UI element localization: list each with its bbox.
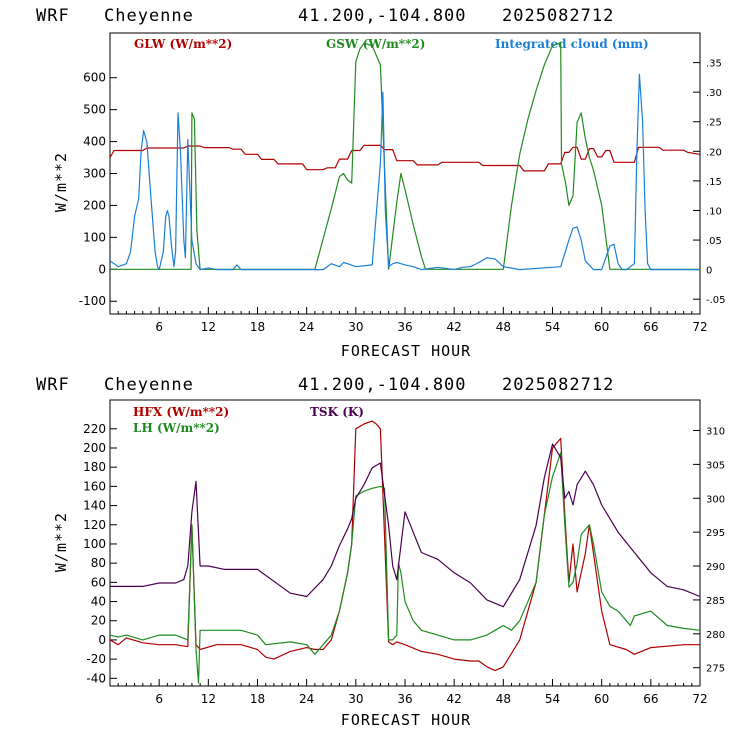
panel2-station: Cheyenne xyxy=(104,375,194,395)
panel2-x-tick-label: 36 xyxy=(397,692,412,706)
panel2-y-tick-label: 120 xyxy=(83,518,106,532)
panel1-station: Cheyenne xyxy=(104,6,194,26)
panel1-series-1-line xyxy=(109,144,701,172)
panel1-series-3-line xyxy=(109,73,700,271)
panel2-y-tick-label: 200 xyxy=(83,441,106,455)
panel2-y-tick-label: 220 xyxy=(83,422,106,436)
panel2-y2-tick-label: 295 xyxy=(706,528,725,539)
panel1-x-tick-label: 60 xyxy=(594,320,609,334)
panel1-model: WRF xyxy=(36,6,70,26)
panel2-x-tick-label: 30 xyxy=(348,692,363,706)
panel2-x-axis-title: FORECAST HOUR xyxy=(341,711,471,729)
panel2-y2-tick-label: 290 xyxy=(706,562,725,573)
panel2-legend-lh: LH (W/m**2) xyxy=(133,421,220,435)
panel2-y-tick-label: 180 xyxy=(83,460,106,474)
panel2-y-tick-label: 40 xyxy=(91,595,106,609)
panel1-y2-tick-label: .05 xyxy=(706,236,722,247)
panel1-y-tick-label: 300 xyxy=(83,167,106,181)
panel1-x-tick-label: 36 xyxy=(397,320,412,334)
panel2-y-tick-label: 160 xyxy=(83,479,106,493)
panel2-y2-tick-label: 305 xyxy=(706,460,725,471)
panel1-x-tick-label: 24 xyxy=(299,320,314,334)
panel1-x-tick-label: 72 xyxy=(692,320,707,334)
panel1-y2-tick-label: 0 xyxy=(706,266,712,277)
panel1-x-tick-label: 12 xyxy=(201,320,216,334)
panel1-coords: 41.200,-104.800 xyxy=(298,6,467,26)
panel2-x-tick-label: 12 xyxy=(201,692,216,706)
panel1-series-2-line xyxy=(110,41,700,270)
panel2-y-tick-label: 0 xyxy=(98,633,106,647)
panel1-y-tick-label: -100 xyxy=(79,294,106,308)
panel2-y-tick-label: 80 xyxy=(91,556,106,570)
panel2-series-1-line xyxy=(109,420,700,672)
panel2-y-tick-label: 100 xyxy=(83,537,106,551)
panel2-run: 2025082712 xyxy=(502,375,614,395)
panel2-model: WRF xyxy=(36,375,70,395)
panel1-y2-tick-label: .25 xyxy=(706,118,722,129)
panel2-series-3-line xyxy=(110,443,701,608)
panel1-x-tick-label: 54 xyxy=(545,320,560,334)
panel2-coords: 41.200,-104.800 xyxy=(298,375,467,395)
panel2-y-tick-label: 60 xyxy=(91,575,106,589)
panel1-y-axis-title: W/m**2 xyxy=(52,152,70,212)
panel2-legend-tsk: TSK (K) xyxy=(310,405,364,419)
panel1-x-tick-label: 30 xyxy=(348,320,363,334)
panel2-series-2-line xyxy=(109,452,701,684)
panel1-y-tick-label: 200 xyxy=(83,198,106,212)
panel1-y-tick-label: 100 xyxy=(83,230,106,244)
panel2-y-tick-label: -40 xyxy=(86,671,106,685)
panel2-legend-hfx: HFX (W/m**2) xyxy=(133,405,229,419)
panel1-header: WRF Cheyenne 41.200,-104.800 2025082712 xyxy=(36,6,614,26)
panel1-y2-tick-label: .35 xyxy=(706,59,722,70)
panel2-y2-tick-label: 300 xyxy=(706,494,725,505)
panel2-x-tick-label: 6 xyxy=(155,692,163,706)
panel1-y2-tick-label: .20 xyxy=(706,147,722,158)
panel2-header: WRF Cheyenne 41.200,-104.800 2025082712 xyxy=(36,375,614,395)
panel2-x-tick-label: 42 xyxy=(447,692,462,706)
panel1-x-tick-label: 42 xyxy=(447,320,462,334)
panel1-y-tick-label: 600 xyxy=(83,71,106,85)
panel1-y2-tick-label: .30 xyxy=(706,88,722,99)
panel1-legend-cloud: Integrated cloud (mm) xyxy=(495,37,649,51)
panel2-y2-tick-label: 310 xyxy=(706,426,725,437)
panel2-y-tick-label: -20 xyxy=(86,652,106,666)
panel2-x-tick-label: 72 xyxy=(692,692,707,706)
panel1-x-axis-title: FORECAST HOUR xyxy=(341,342,471,360)
panel1-y-tick-label: 400 xyxy=(83,135,106,149)
panel1-y2-tick-label: .15 xyxy=(706,177,722,188)
panel1-legend-gsw: GSW (W/m**2) xyxy=(326,37,425,51)
panel2-x-tick-label: 54 xyxy=(545,692,560,706)
panel1-legend-glw: GLW (W/m**2) xyxy=(134,37,232,51)
panel2-y-tick-label: 140 xyxy=(83,499,106,513)
panel2-y2-tick-label: 280 xyxy=(706,630,725,641)
panel2-y2-tick-label: 285 xyxy=(706,596,725,607)
panel2-y-tick-label: 20 xyxy=(91,614,106,628)
panel2-x-tick-label: 24 xyxy=(299,692,314,706)
panel1-y2-tick-label: -.05 xyxy=(706,295,726,306)
panel1-y-tick-label: 500 xyxy=(83,103,106,117)
panel1-x-tick-label: 6 xyxy=(155,320,163,334)
panel1-y2-tick-label: .10 xyxy=(706,206,722,217)
panel1-run: 2025082712 xyxy=(502,6,614,26)
panel1-x-tick-label: 48 xyxy=(496,320,511,334)
panel2-x-tick-label: 60 xyxy=(594,692,609,706)
panel1-x-tick-label: 66 xyxy=(643,320,658,334)
panel2-y2-tick-label: 275 xyxy=(706,664,725,675)
panel2-y-axis-title: W/m**2 xyxy=(52,512,70,572)
panel2-x-tick-label: 66 xyxy=(643,692,658,706)
panel1-plot-frame xyxy=(109,32,701,315)
panel1-x-tick-label: 18 xyxy=(250,320,265,334)
panel2-x-tick-label: 18 xyxy=(250,692,265,706)
panel1-y-tick-label: 0 xyxy=(98,262,106,276)
panel2-x-tick-label: 48 xyxy=(496,692,511,706)
